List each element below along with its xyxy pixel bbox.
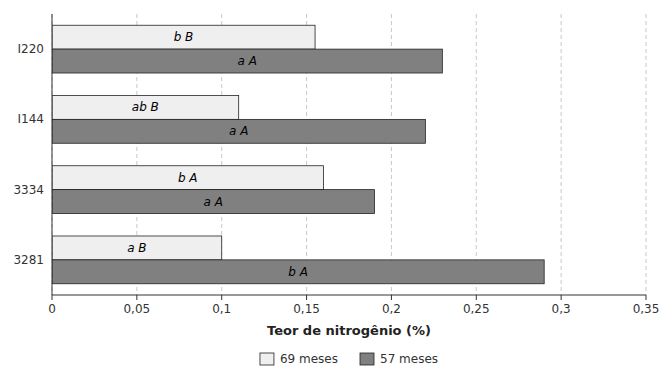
bar-label: b B <box>174 30 194 44</box>
bar-label: a B <box>127 241 146 255</box>
x-tick <box>306 295 307 300</box>
x-tick-label: 0,05 <box>123 302 150 316</box>
bar <box>52 49 442 73</box>
x-tick <box>52 295 53 300</box>
x-axis-title: Teor de nitrogênio (%) <box>267 323 431 338</box>
bar-label: b A <box>178 171 198 185</box>
x-tick <box>391 295 392 300</box>
legend: 69 meses 57 meses <box>260 352 438 366</box>
x-tick-label: 0 <box>48 302 56 316</box>
legend-swatch <box>360 353 374 365</box>
x-tick <box>646 295 647 300</box>
x-tick <box>221 295 222 300</box>
grid-line <box>476 14 477 295</box>
bar-label: a A <box>204 195 223 209</box>
legend-label: 57 meses <box>380 352 438 366</box>
y-axis: I220 I144 3334 3281 <box>13 42 44 267</box>
x-tick-label: 0,35 <box>633 302 660 316</box>
bar <box>52 236 222 260</box>
x-tick <box>561 295 562 300</box>
grid <box>52 14 646 295</box>
y-axis-line <box>52 14 53 295</box>
grid-line <box>561 14 562 295</box>
bar <box>52 190 374 214</box>
legend-label: 69 meses <box>280 352 338 366</box>
bar-label: ab B <box>132 100 159 114</box>
y-tick-label: I144 <box>18 112 44 126</box>
x-tick-label: 0,15 <box>293 302 320 316</box>
x-axis-line <box>52 295 646 296</box>
x-tick <box>476 295 477 300</box>
y-tick-label: I220 <box>18 42 44 56</box>
data-labels: b B a A ab B a A b A a A a B b A <box>127 30 308 279</box>
y-tick-label: 3281 <box>13 253 44 267</box>
x-tick-label: 0,2 <box>382 302 401 316</box>
x-tick <box>136 295 137 300</box>
x-tick-label: 0,25 <box>463 302 490 316</box>
x-tick-label: 0,1 <box>212 302 231 316</box>
x-tick-label: 0,3 <box>552 302 571 316</box>
y-tick-label: 3334 <box>13 183 44 197</box>
bar <box>52 260 544 284</box>
bar <box>52 119 425 143</box>
x-axis: 0 0,05 0,1 0,15 0,2 0,25 0,3 0,35 <box>48 295 659 316</box>
bar <box>52 166 324 190</box>
bar <box>52 25 315 49</box>
bar-label: a A <box>229 124 248 138</box>
bar <box>52 95 239 119</box>
chart: 00,050,10,150,20,250,30,35b Ba Aab Ba Ab… <box>0 0 672 379</box>
bars <box>52 25 544 284</box>
legend-swatch <box>260 353 274 365</box>
grid-line <box>646 14 647 295</box>
grid-line <box>52 14 53 295</box>
legend-item: 69 meses <box>260 352 338 366</box>
legend-item: 57 meses <box>360 352 438 366</box>
bar-label: b A <box>288 265 308 279</box>
bar-label: a A <box>237 54 256 68</box>
